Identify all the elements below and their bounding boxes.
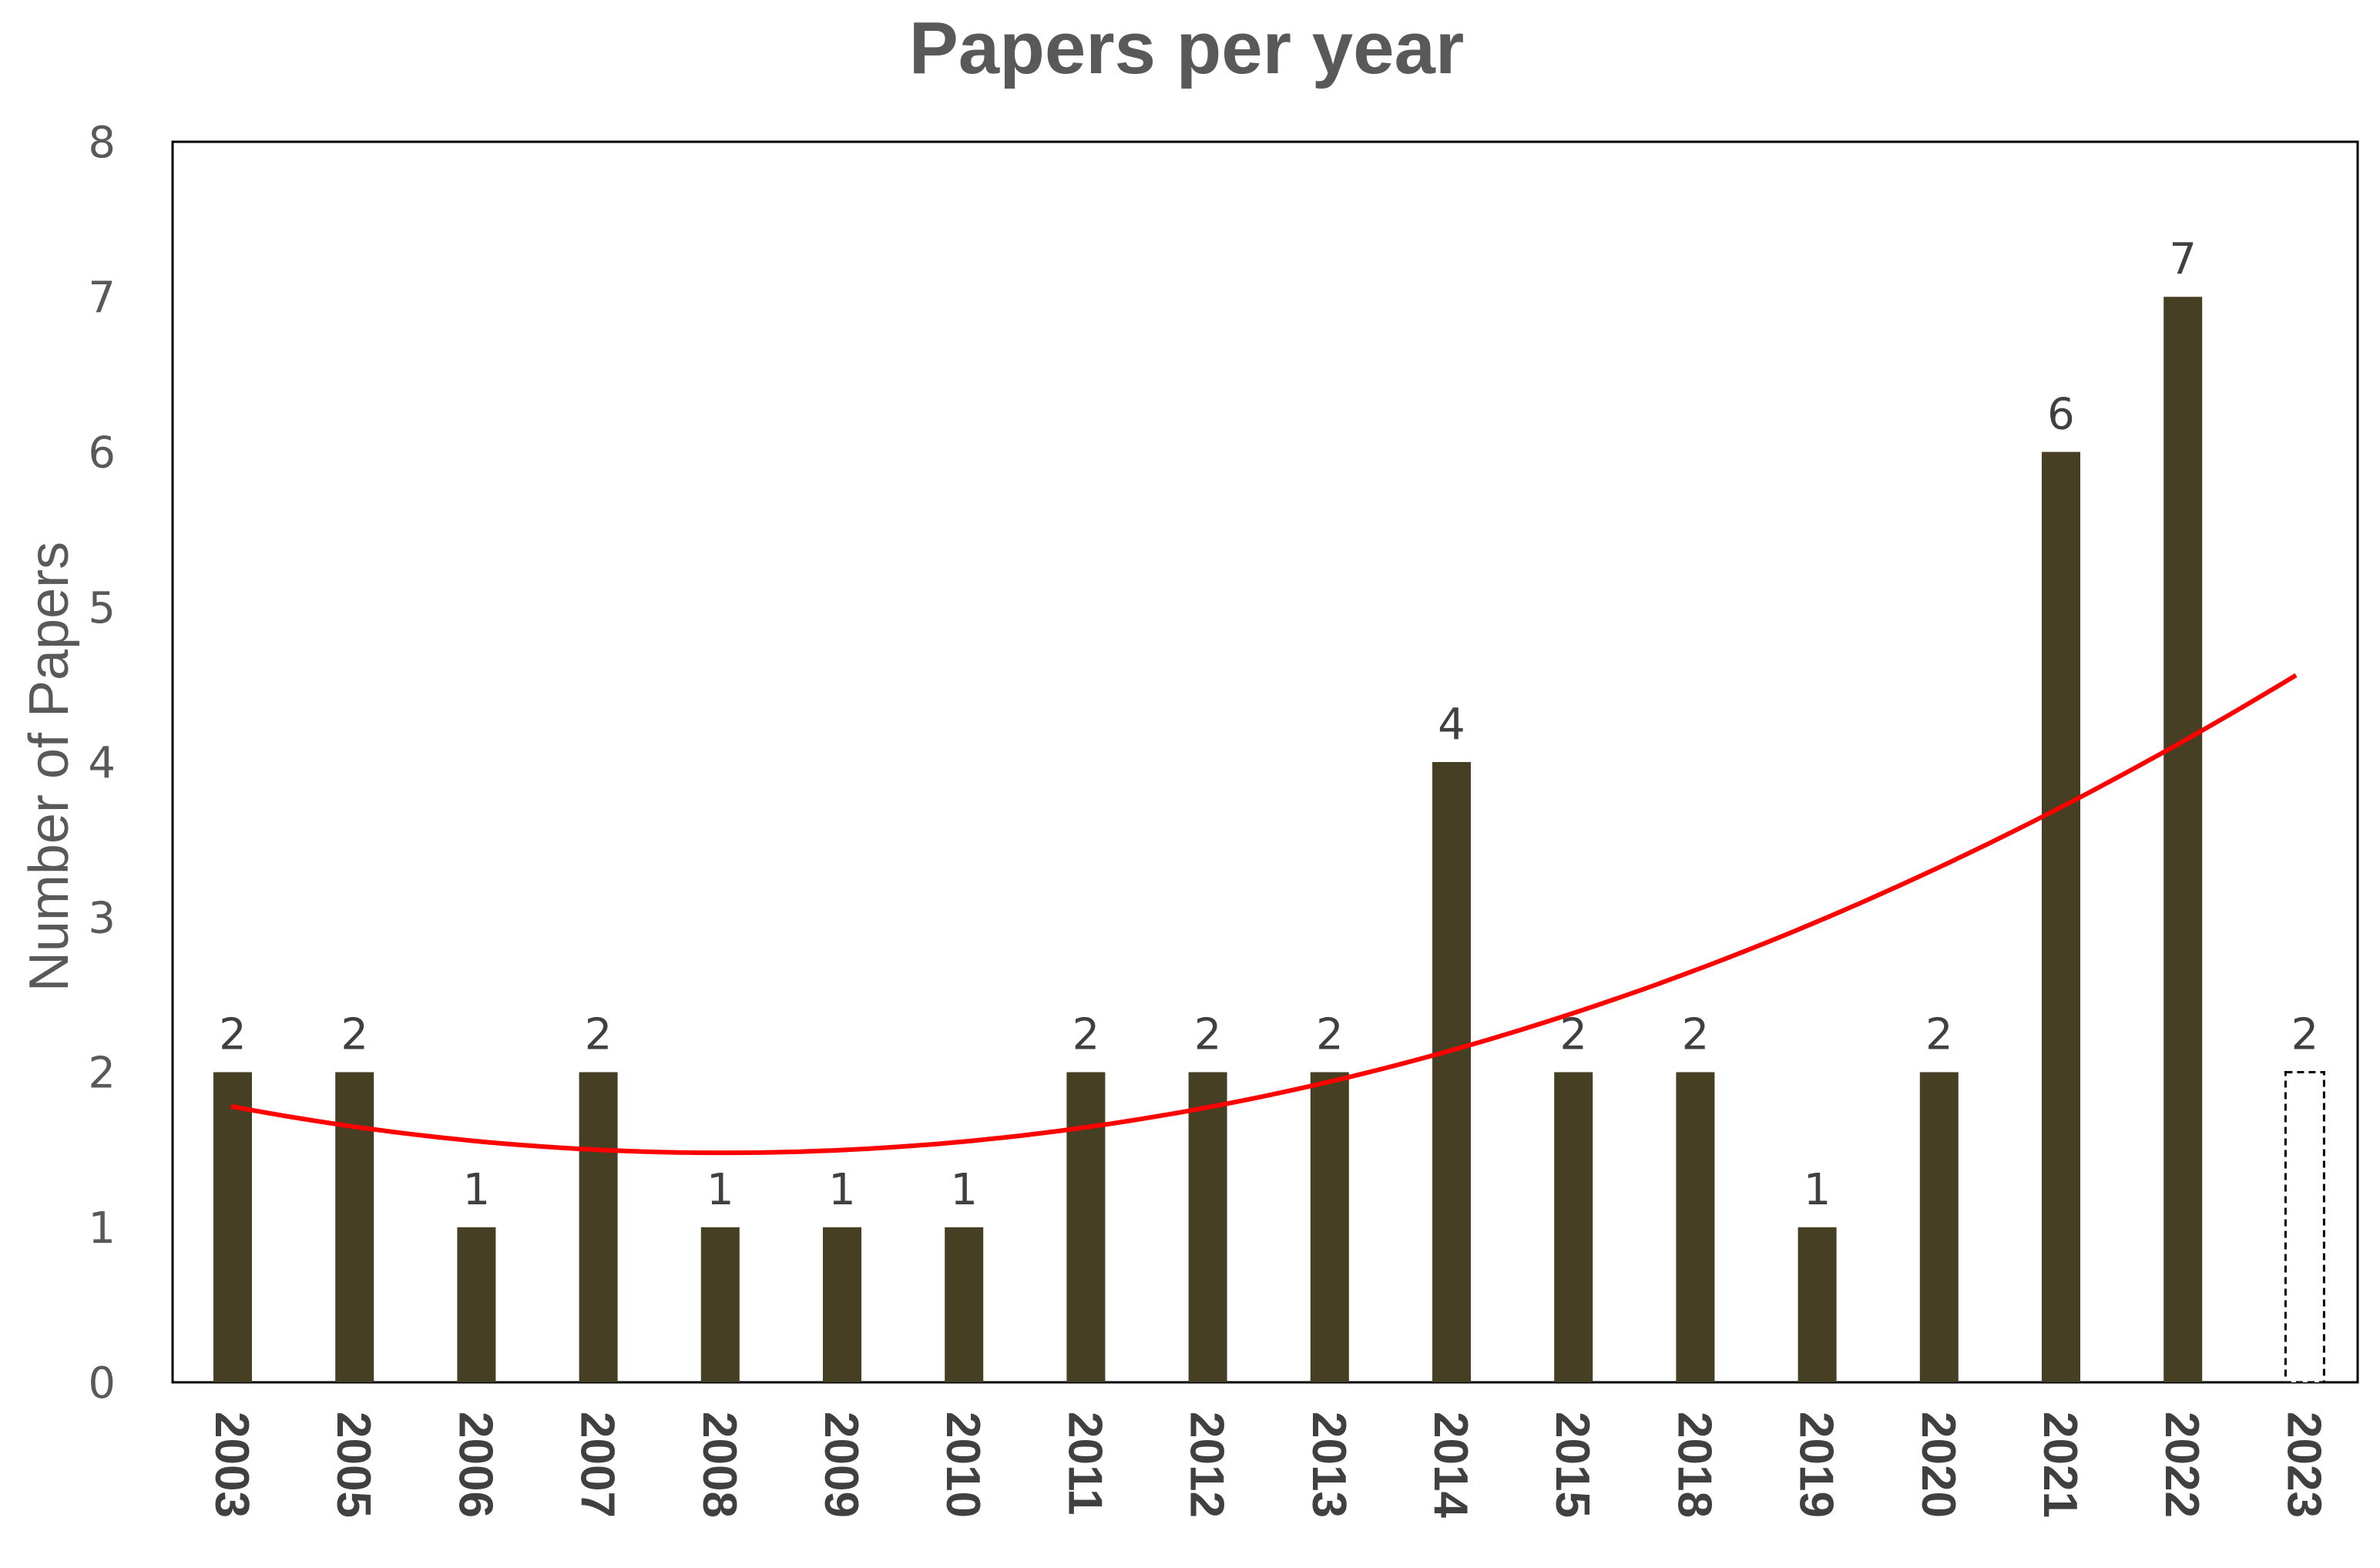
bar	[579, 1072, 618, 1382]
bar	[335, 1072, 374, 1382]
x-tick-label: 2003	[205, 1412, 258, 1518]
data-label: 4	[1438, 700, 1465, 750]
bar	[1919, 1072, 1959, 1382]
bar	[700, 1227, 740, 1382]
y-axis-label: Number of Papers	[18, 542, 80, 992]
bar	[945, 1227, 984, 1382]
plot-area-frame	[171, 140, 2359, 1384]
data-label: 2	[219, 1010, 247, 1060]
data-label: 1	[950, 1165, 978, 1215]
y-tick-label: 3	[88, 893, 116, 943]
data-label: 7	[2169, 234, 2197, 284]
chart-title: Papers per year	[909, 7, 1464, 89]
x-tick-label: 2010	[936, 1412, 989, 1518]
bar	[2042, 452, 2080, 1382]
x-tick-label: 2011	[1058, 1412, 1111, 1516]
x-axis-ticks: 2003 2005 2006 2007 2008 2009 2010 2011 2012 2013…	[205, 1412, 2330, 1518]
y-tick-label: 6	[88, 428, 116, 478]
y-tick-label: 0	[88, 1358, 116, 1409]
trend-line	[230, 673, 2298, 1156]
x-tick-label: 2022	[2155, 1412, 2208, 1518]
x-tick-label: 2012	[1180, 1412, 1234, 1518]
x-tick-label: 2021	[2033, 1412, 2086, 1518]
data-label: 2	[1925, 1010, 1953, 1060]
bar	[1432, 762, 1471, 1382]
x-tick-label: 2007	[571, 1412, 624, 1518]
x-tick-label: 2015	[1546, 1412, 1599, 1518]
y-tick-label: 5	[88, 583, 116, 633]
bar	[213, 1072, 252, 1382]
x-tick-label: 2020	[1912, 1412, 1965, 1518]
x-tick-label: 2006	[448, 1412, 502, 1518]
data-label: 2	[1682, 1010, 1710, 1060]
bars	[213, 297, 2325, 1384]
bar	[1554, 1072, 1593, 1382]
x-tick-label: 2013	[1302, 1412, 1355, 1518]
data-label: 2	[1559, 1010, 1587, 1060]
x-tick-label: 2008	[693, 1412, 746, 1518]
data-label: 1	[707, 1165, 734, 1215]
bar	[1676, 1072, 1715, 1382]
y-tick-label: 1	[88, 1204, 116, 1254]
x-tick-label: 2009	[814, 1412, 868, 1518]
data-label: 2	[1194, 1010, 1222, 1060]
y-axis-ticks: 0 1 2 3 4 5 6 7 8	[88, 118, 116, 1409]
x-tick-label: 2014	[1424, 1412, 1477, 1518]
y-tick-label: 2	[88, 1049, 116, 1099]
bar	[1066, 1072, 1106, 1382]
x-tick-label: 2005	[327, 1412, 380, 1518]
y-tick-label: 7	[88, 273, 116, 323]
data-label: 6	[2047, 390, 2075, 440]
data-labels: 2 2 1 2 1 1 1 2 2 2 4 2 2 1 2 6 7 2	[219, 234, 2318, 1215]
bar	[2163, 297, 2203, 1382]
x-tick-label: 2023	[2277, 1412, 2330, 1518]
data-label: 2	[341, 1010, 368, 1060]
bar	[1798, 1227, 1837, 1382]
data-label: 2	[585, 1010, 613, 1060]
data-label: 1	[463, 1165, 491, 1215]
data-label: 2	[2291, 1010, 2319, 1060]
data-label: 1	[1804, 1165, 1831, 1215]
data-label: 2	[1073, 1010, 1100, 1060]
bar	[823, 1227, 861, 1382]
x-tick-label: 2019	[1790, 1412, 1843, 1518]
y-tick-label: 4	[88, 738, 116, 788]
data-label: 1	[828, 1165, 856, 1215]
y-tick-label: 8	[88, 118, 116, 168]
bar	[457, 1227, 496, 1382]
x-tick-label: 2018	[1667, 1412, 1720, 1518]
data-label: 2	[1316, 1010, 1344, 1060]
bar	[2284, 1071, 2325, 1384]
bar	[1310, 1072, 1349, 1382]
bar	[1188, 1072, 1227, 1382]
